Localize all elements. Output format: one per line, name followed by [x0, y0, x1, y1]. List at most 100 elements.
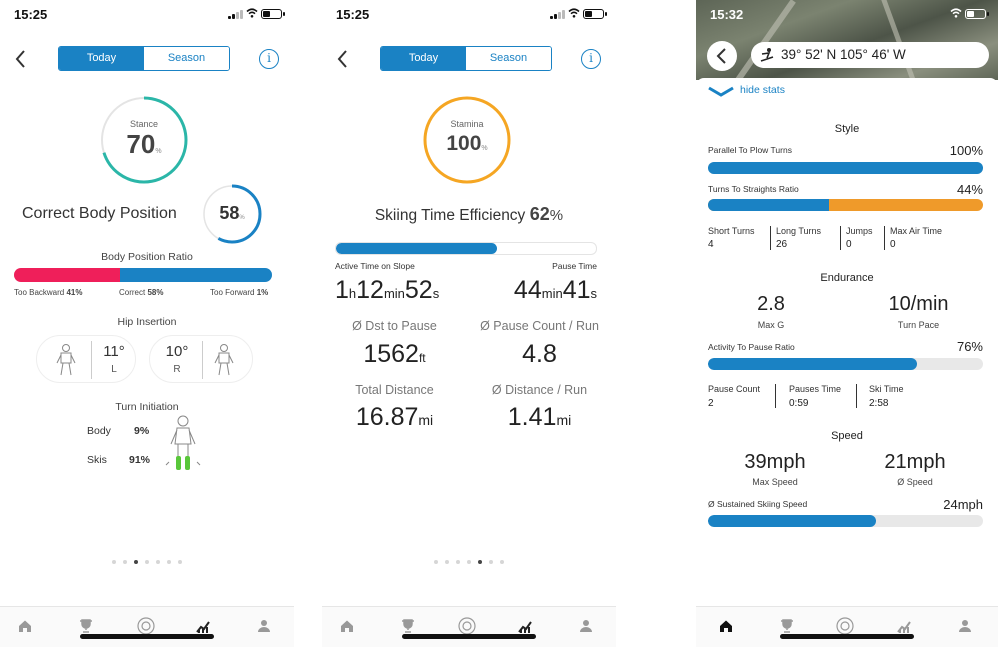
stats-sheet: hide stats Style Parallel To Plow Turns …	[696, 78, 998, 606]
battery-icon	[965, 9, 989, 19]
profile-icon[interactable]	[257, 619, 271, 633]
tab-season[interactable]: Season	[144, 47, 229, 70]
dst-to-pause-value: 1562ft	[363, 340, 426, 368]
distance-per-run-label: Ø Distance / Run	[491, 383, 588, 397]
long-turns-value: 26	[776, 239, 788, 250]
pause-time-label: Pause Time	[552, 261, 597, 271]
parallel-value: 100%	[949, 143, 983, 158]
max-speed-label: Max Speed	[752, 477, 798, 487]
efficiency-bar	[335, 242, 597, 255]
hide-stats-link[interactable]: hide stats	[740, 84, 785, 96]
turn-initiation-title: Turn Initiation	[115, 401, 179, 413]
stance-ring	[100, 96, 188, 184]
stance-label: Stance	[129, 119, 159, 129]
info-icon[interactable]: i	[259, 49, 279, 69]
back-button[interactable]	[707, 41, 737, 71]
pause-time-value: 44min41s	[513, 276, 597, 304]
long-turns-label: Long Turns	[776, 226, 822, 236]
turn-pace-label: Turn Pace	[897, 320, 940, 330]
tab-today[interactable]: Today	[381, 47, 466, 70]
chevron-left-icon	[716, 48, 726, 64]
max-air-time-value: 0	[890, 239, 896, 250]
ski-time-label: Ski Time	[869, 384, 904, 394]
page-dots	[0, 560, 294, 564]
profile-icon[interactable]	[958, 619, 972, 633]
status-time: 15:25	[14, 7, 48, 22]
profile-icon[interactable]	[579, 619, 593, 633]
skier-hip-left-icon	[56, 344, 76, 376]
home-icon[interactable]	[340, 619, 354, 633]
hip-left-value: 11°	[103, 343, 125, 360]
pause-count-value: 2	[708, 398, 714, 409]
tab-season[interactable]: Season	[466, 47, 551, 70]
max-speed-value: 39mph	[744, 451, 806, 473]
gear-badge-icon[interactable]	[137, 617, 155, 635]
period-toggle: Today Season	[58, 46, 230, 71]
home-icon[interactable]	[719, 619, 733, 633]
sustained-speed-label: Ø Sustained Skiing Speed	[708, 499, 808, 509]
turn-pace-value: 10/min	[888, 293, 949, 315]
info-icon[interactable]: i	[581, 49, 601, 69]
active-time-value: 1h12min52s	[335, 276, 440, 304]
status-bar: 15:25	[0, 0, 294, 28]
stamina-ring	[423, 96, 511, 184]
endurance-title: Endurance	[820, 272, 874, 284]
ratio-backward-label: Too Backward 41%	[14, 288, 83, 297]
speed-title: Speed	[831, 430, 863, 442]
ratio-correct-segment	[119, 268, 272, 282]
status-time: 15:32	[710, 7, 744, 22]
trophy-icon[interactable]	[79, 619, 93, 633]
correct-body-position-value: 58%	[219, 203, 245, 223]
gear-badge-icon[interactable]	[458, 617, 476, 635]
efficiency-heading: Skiing Time Efficiency 62%	[374, 204, 564, 224]
tab-today[interactable]: Today	[59, 47, 144, 70]
home-icon[interactable]	[18, 619, 32, 633]
home-indicator	[402, 634, 536, 639]
correct-body-position-label: Correct Body Position	[22, 205, 177, 222]
jumps-label: Jumps	[846, 226, 873, 236]
hip-left-card: 11° L	[36, 335, 136, 383]
chevron-left-icon[interactable]	[334, 48, 352, 70]
ratio-backward-segment	[14, 268, 120, 282]
max-air-time-label: Max Air Time	[890, 226, 943, 236]
skier-turn-icon	[165, 415, 201, 470]
trophy-icon[interactable]	[401, 619, 415, 633]
trophy-icon[interactable]	[780, 619, 794, 633]
avg-speed-label: Ø Speed	[897, 477, 933, 487]
chevron-down-icon[interactable]	[706, 86, 736, 98]
battery-icon	[583, 9, 607, 19]
home-indicator	[80, 634, 214, 639]
stats-icon[interactable]	[518, 619, 532, 633]
tab-bar	[322, 606, 616, 647]
body-value: 9%	[134, 425, 150, 437]
wifi-icon	[246, 8, 258, 18]
stats-icon[interactable]	[196, 619, 210, 633]
parallel-bar	[708, 162, 983, 174]
body-position-ratio-bar	[14, 268, 272, 282]
gear-badge-icon[interactable]	[836, 617, 854, 635]
battery-icon	[261, 9, 285, 19]
turns-ratio-label: Turns To Straights Ratio	[708, 184, 799, 194]
style-title: Style	[834, 123, 860, 135]
wifi-icon	[568, 8, 580, 18]
stats-icon[interactable]	[897, 619, 911, 633]
skis-label: Skis	[87, 454, 107, 466]
page-dots	[322, 560, 616, 564]
total-distance-label: Total Distance	[355, 383, 434, 397]
active-time-label: Active Time on Slope	[335, 261, 415, 271]
sustained-speed-value: 24mph	[943, 497, 983, 512]
parallel-label: Parallel To Plow Turns	[708, 145, 792, 155]
sustained-speed-bar	[708, 515, 983, 527]
chevron-left-icon[interactable]	[12, 48, 30, 70]
pauses-time-value: 0:59	[789, 398, 809, 409]
pause-count-value: 4.8	[522, 340, 557, 368]
ratio-forward-label: Too Forward 1%	[210, 288, 269, 297]
status-bar: 15:25	[322, 0, 616, 28]
location-pill: 39° 52' N 105° 46' W	[751, 42, 989, 68]
total-distance-value: 16.87mi	[355, 403, 434, 431]
distance-per-run-value: 1.41mi	[507, 403, 572, 431]
coordinates: 39° 52' N 105° 46' W	[781, 47, 906, 62]
stamina-label: Stamina	[450, 119, 484, 129]
skis-value: 91%	[129, 454, 151, 466]
activity-ratio-label: Activity To Pause Ratio	[708, 342, 795, 352]
